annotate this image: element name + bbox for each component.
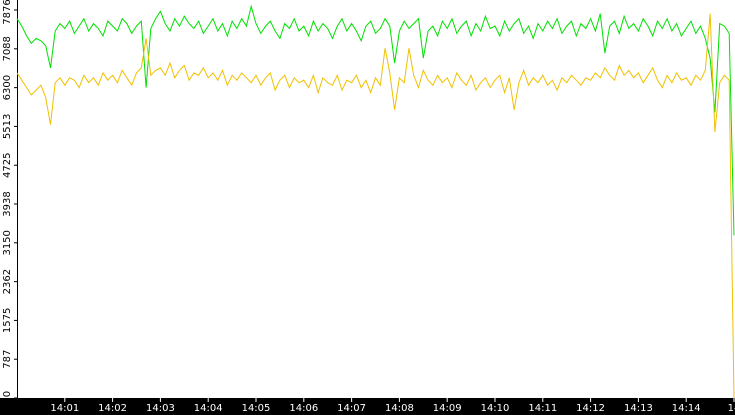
x-tick-label: 14:07 <box>337 403 366 414</box>
x-tick-label: 14:01 <box>50 403 79 414</box>
x-tick-label: 14:05 <box>242 403 271 414</box>
x-tick-label: 14:12 <box>576 403 605 414</box>
x-tick-label: 14:06 <box>289 403 318 414</box>
x-tick-label: 14 <box>728 403 735 414</box>
y-tick-label: 7088 <box>2 36 13 61</box>
y-tick-label: 787 <box>2 350 13 369</box>
x-tick-label: 14:08 <box>385 403 414 414</box>
y-tick-label: 5513 <box>2 114 13 139</box>
x-tick-label: 14:10 <box>481 403 510 414</box>
series-line <box>16 4 735 236</box>
y-tick-label: 7876 <box>2 0 13 25</box>
x-tick-label: 14:04 <box>194 403 223 414</box>
x-tick-label: 14:09 <box>433 403 462 414</box>
x-tick-label: 14:11 <box>528 403 557 414</box>
y-tick-label: 3150 <box>2 230 13 255</box>
y-tick-label: 2362 <box>2 269 13 294</box>
x-tick-label: 14:14 <box>672 403 701 414</box>
x-tick-label: 14:13 <box>624 403 653 414</box>
x-tick-label: 14:03 <box>146 403 175 414</box>
y-tick-label: 0 <box>2 391 13 397</box>
y-tick-label: 3938 <box>2 191 13 216</box>
series-line <box>16 13 735 399</box>
y-tick-label: 4725 <box>2 153 13 178</box>
y-tick-label: 6300 <box>2 75 13 100</box>
x-axis-band <box>0 398 735 415</box>
y-tick-label: 1575 <box>2 308 13 333</box>
x-tick-label: 14:02 <box>98 403 127 414</box>
